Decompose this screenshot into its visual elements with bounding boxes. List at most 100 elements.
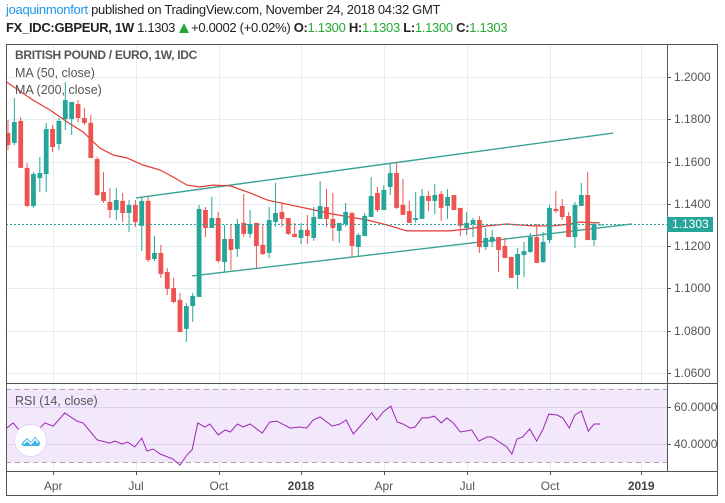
candle xyxy=(75,100,81,123)
candle xyxy=(234,218,240,257)
candle xyxy=(241,193,247,238)
price-change: +0.0002 (+0.02%) xyxy=(191,20,291,35)
candle xyxy=(336,222,342,244)
price-tick-label: 1.2000 xyxy=(674,69,711,84)
rsi-tick-label: 40.0000 xyxy=(674,437,718,451)
candle xyxy=(82,108,87,125)
candle xyxy=(177,292,183,333)
candle xyxy=(343,203,349,227)
price-tick-label: 1.1400 xyxy=(674,196,711,211)
candle xyxy=(88,115,94,158)
candle xyxy=(598,224,603,226)
price-tick-label: 1.1800 xyxy=(674,112,711,127)
candle xyxy=(547,204,552,244)
candle xyxy=(203,207,208,238)
candle xyxy=(591,222,597,246)
candle xyxy=(387,163,393,195)
candle xyxy=(355,233,361,257)
candle xyxy=(534,223,540,263)
rsi-tick-label: 60.0000 xyxy=(674,400,718,415)
rsi-legend[interactable]: RSI (14, close) xyxy=(15,394,98,408)
ma50-legend[interactable]: MA (50, close) xyxy=(15,66,95,80)
candle xyxy=(164,267,170,296)
candle xyxy=(222,225,227,272)
candle xyxy=(426,190,431,212)
candle xyxy=(457,207,463,237)
candle xyxy=(209,196,215,228)
candle xyxy=(126,200,132,233)
candle xyxy=(69,101,75,135)
grid-lines xyxy=(6,44,667,471)
trendline-channel-lower[interactable] xyxy=(191,223,633,277)
trendline-channel-upper[interactable] xyxy=(135,132,614,199)
candle xyxy=(445,189,450,219)
candle xyxy=(317,181,323,219)
candle xyxy=(273,182,278,227)
price-tick-label: 1.0600 xyxy=(674,366,711,381)
ma200-legend[interactable]: MA (200, close) xyxy=(15,83,102,97)
candle xyxy=(24,163,30,208)
price-tick-label: 1.1000 xyxy=(674,281,711,296)
candle xyxy=(279,201,285,227)
candle xyxy=(266,207,272,259)
candle xyxy=(413,192,419,223)
candle xyxy=(508,256,514,278)
candle xyxy=(158,244,164,278)
candle xyxy=(43,122,49,193)
candle xyxy=(502,237,508,259)
tradingview-cloud-icon[interactable] xyxy=(14,424,47,457)
candle xyxy=(50,124,55,153)
open-value: 1.1300 xyxy=(307,20,346,35)
low-value: 1.1300 xyxy=(414,20,453,35)
candle xyxy=(470,218,476,238)
candle xyxy=(527,233,533,253)
candle xyxy=(521,241,527,278)
candle xyxy=(196,204,202,297)
last-price: 1.1303 xyxy=(137,20,176,35)
symbol-info-bar: FX_IDC:GBPEUR, 1W 1.1303 +0.0002 (+0.02%)… xyxy=(6,20,508,36)
candle xyxy=(349,211,355,257)
price-tick-label: 1.0800 xyxy=(674,323,711,338)
trendline-channel[interactable] xyxy=(135,132,633,277)
candle xyxy=(483,227,489,250)
candle xyxy=(324,189,329,227)
high-value: 1.1303 xyxy=(361,20,400,35)
candle xyxy=(260,225,266,256)
candle xyxy=(362,212,368,237)
time-tick-label: Jul xyxy=(128,479,144,493)
time-tick-label: Oct xyxy=(540,479,560,493)
time-tick-label: Oct xyxy=(209,479,229,493)
candle xyxy=(190,292,196,322)
published-text: published on TradingView.com, November 2… xyxy=(87,2,441,17)
candle xyxy=(476,215,482,253)
high-label: H: xyxy=(348,20,362,35)
candle xyxy=(368,177,374,217)
low-label: L: xyxy=(403,20,415,35)
author-link[interactable]: joaquinmonfort xyxy=(6,2,88,17)
candle xyxy=(298,222,304,245)
candle xyxy=(37,156,43,193)
time-tick-label: Jul xyxy=(459,479,475,493)
candle xyxy=(94,156,100,197)
candle xyxy=(254,222,259,268)
candle xyxy=(375,186,380,212)
candle xyxy=(559,199,565,220)
candle xyxy=(11,97,17,146)
candle xyxy=(31,171,36,208)
last-price-tag: 1.1303 xyxy=(667,217,713,232)
candle xyxy=(18,116,24,168)
publish-info: joaquinmonfort published on TradingView.… xyxy=(6,2,440,18)
candle xyxy=(101,171,106,204)
candle xyxy=(489,229,495,248)
candle xyxy=(406,200,412,223)
candle xyxy=(304,214,310,245)
time-tick-label: Apr xyxy=(43,479,63,493)
time-tick-label: 2019 xyxy=(627,479,655,493)
candlestick-series xyxy=(7,82,603,342)
candle xyxy=(113,188,119,220)
ma50-line xyxy=(7,81,600,232)
candle xyxy=(120,192,126,223)
candle xyxy=(566,211,571,238)
close-label: C: xyxy=(456,20,470,35)
